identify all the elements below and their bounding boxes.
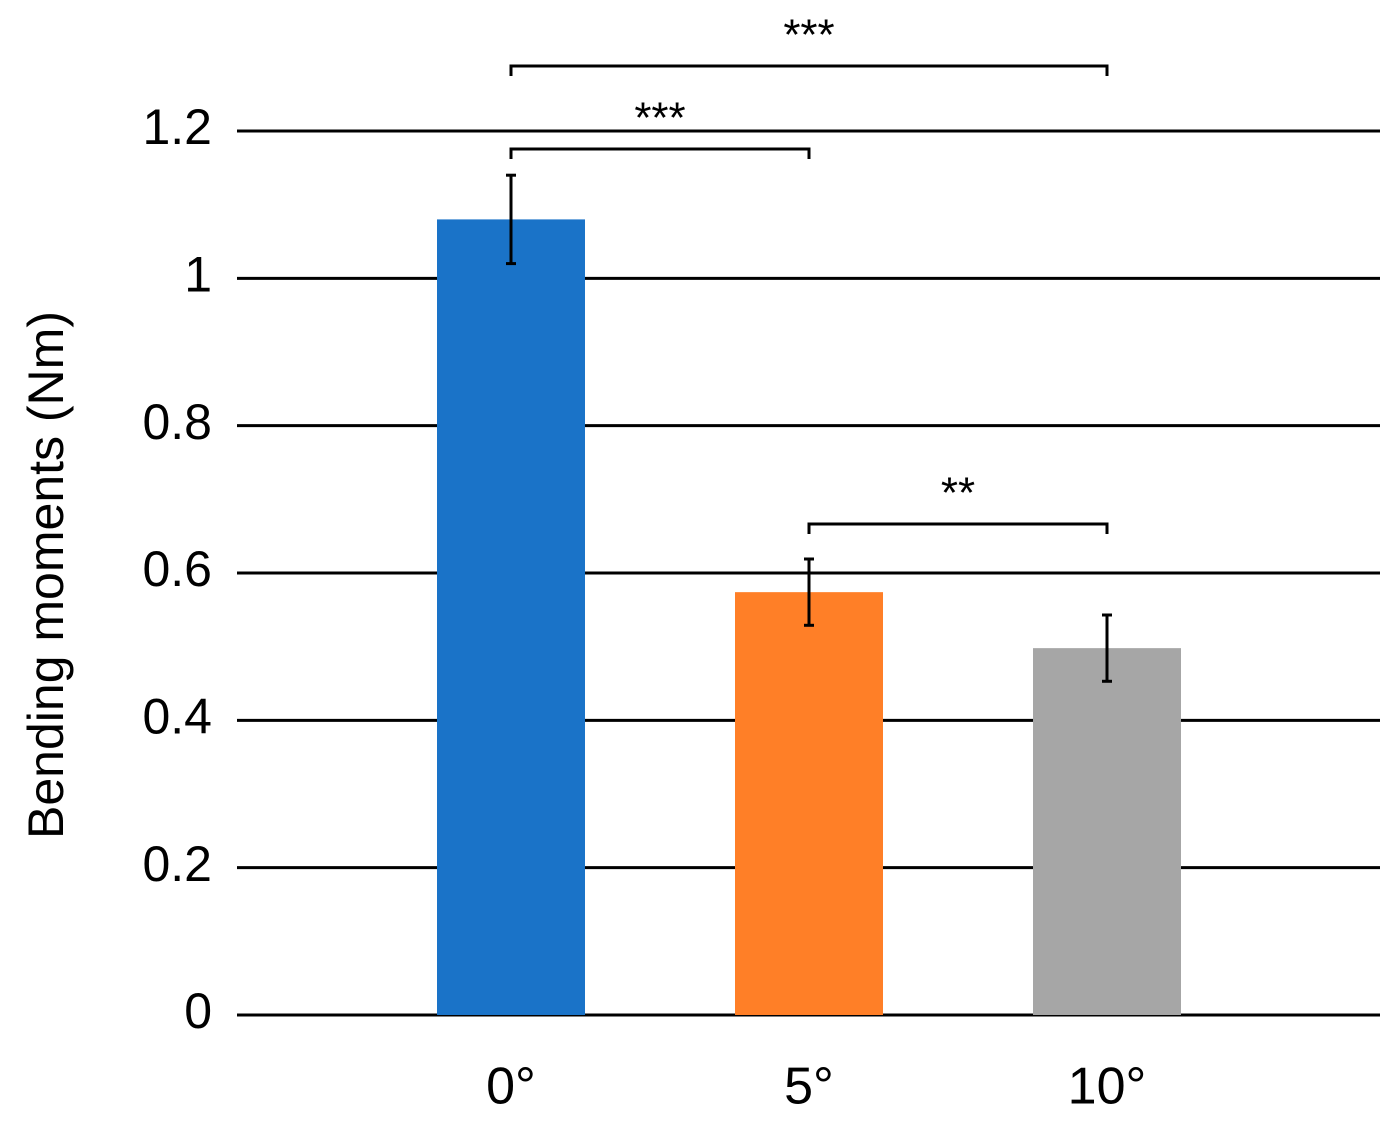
- y-tick-label: 0.8: [142, 394, 212, 450]
- y-tick-label: 0.2: [142, 836, 212, 892]
- error-bar: [804, 557, 814, 627]
- significance-label: ***: [634, 94, 685, 143]
- x-tick-label: 10°: [1068, 1058, 1147, 1116]
- y-tick-label: 0: [184, 983, 212, 1039]
- bar: [1033, 648, 1181, 1015]
- y-tick-label: 1.2: [142, 99, 212, 155]
- significance-bracket: [509, 147, 811, 159]
- bar: [735, 592, 883, 1015]
- y-tick-label: 0.4: [142, 689, 212, 745]
- significance-label: **: [941, 469, 975, 518]
- y-tick-label: 1: [184, 247, 212, 303]
- error-bar: [506, 173, 516, 266]
- significance-bracket: [807, 522, 1109, 534]
- bar: [437, 219, 585, 1015]
- y-axis-title: Bending moments (Nm): [18, 311, 74, 839]
- significance-bracket: [509, 64, 1109, 76]
- error-bar: [1102, 613, 1112, 683]
- significance-label: ***: [783, 11, 834, 60]
- x-tick-label: 5°: [784, 1058, 834, 1116]
- x-tick-label: 0°: [486, 1058, 536, 1116]
- y-tick-label: 0.6: [142, 541, 212, 597]
